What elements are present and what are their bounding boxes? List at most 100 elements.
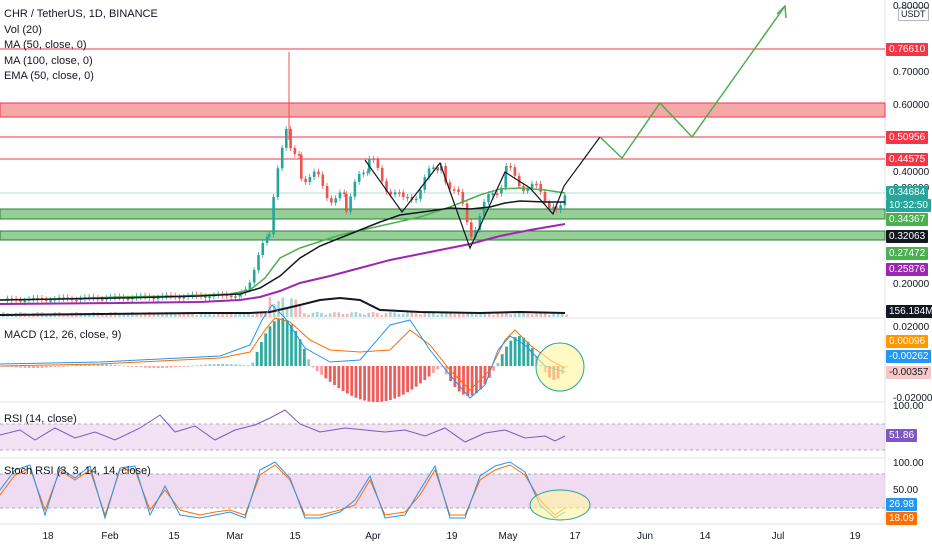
volume-bar [303,313,306,317]
candle [100,299,104,301]
macd-histogram-bar [178,366,182,367]
support-zone-032[interactable] [0,230,886,241]
candle [389,191,393,195]
volume-bar [513,313,517,317]
resistance-zone-060[interactable] [0,102,886,118]
macd-histogram-bar [131,366,134,367]
volume-bar [268,297,272,317]
macd-histogram-bar [470,366,474,396]
volume-bar [161,313,164,317]
macd-histogram-bar [242,365,246,366]
macd-histogram-bar [62,366,65,367]
candle [559,205,562,211]
projection-arrow[interactable] [599,5,786,160]
macd-histogram-bar [260,342,263,366]
price-axis-label: 0.40000 [893,167,930,178]
ma100-line[interactable] [0,200,565,301]
candle [543,191,547,203]
stoch-axis-label: 100.00 [893,458,924,469]
macd-histogram-bar [307,359,311,366]
macd-histogram-bar [436,366,440,370]
macd-histogram-bar [234,364,237,366]
support-zone-034[interactable] [0,208,886,220]
candle [470,222,473,237]
macd-tag-line: -0.00262 [886,350,932,363]
volume-bar [277,300,280,317]
indicator-ma50[interactable]: MA (50, close, 0) [4,39,87,51]
macd-histogram-bar [530,348,534,366]
ema50-line[interactable] [0,223,566,305]
price-tag-ma100: 0.32063 [886,230,929,243]
candle [261,242,265,255]
candle [280,147,284,169]
candle [432,167,435,169]
volume-bar [393,312,396,317]
indicator-ma100[interactable]: MA (100, close, 0) [4,55,93,67]
macd-histogram-bar [281,318,285,366]
macd-label[interactable]: MACD (12, 26, close, 9) [4,329,122,341]
volume-bar [475,314,478,317]
time-axis-label: Jul [771,531,785,542]
volume-bar [285,307,289,317]
rsi-label[interactable]: RSI (14, close) [4,413,77,425]
stoch-label[interactable]: Stoch RSI (3, 3, 14, 14, close) [4,465,151,477]
candle [23,300,27,303]
time-axis-label: Feb [101,531,119,542]
macd-signal-line [0,317,566,391]
macd-histogram-bar [376,366,379,402]
volume-bar [229,313,233,317]
candle [362,172,365,175]
macd-axis-label: 0.02000 [893,322,930,333]
volume-bar [315,312,319,317]
time-axis-label: 18 [42,531,54,542]
candle [402,192,405,198]
candle [385,181,388,192]
volume-bar [307,314,310,317]
stoch-tag-d: 18.09 [886,512,918,525]
macd-histogram-bar [397,366,401,397]
countdown-timer: 10:32:50 [886,199,931,212]
candle [238,294,242,297]
macd-histogram-bar [32,366,35,368]
macd-highlight-circle[interactable] [535,342,585,392]
price-axis-label: 0.70000 [893,67,930,78]
volume-bar [500,312,504,317]
volume-bar [195,314,199,317]
indicator-ema50[interactable]: EMA (50, close, 0) [4,70,94,82]
candle [289,128,292,149]
macd-histogram-bar [255,351,259,366]
candlestick-series[interactable] [6,52,567,306]
ma50-line[interactable] [0,187,566,301]
volume-bar [530,314,534,317]
macd-histogram-bar [83,364,87,366]
macd-histogram-bar [363,366,366,401]
volume-bar [122,314,125,317]
time-axis-label: 15 [289,531,301,542]
macd-histogram-bar [174,366,177,368]
macd-histogram-bar [40,366,44,368]
macd-histogram-bar [487,366,491,378]
volume-bar [148,312,151,317]
volume-bar [324,314,328,317]
macd-histogram-bar [298,339,302,366]
volume-ma-line [0,296,566,316]
macd-histogram-bar [23,366,27,368]
currency-button[interactable]: USDT [898,7,929,21]
macd-histogram-bar [165,366,169,368]
volume-bar [358,313,362,317]
macd-histogram-bar [27,366,31,368]
rsi-line[interactable] [0,409,566,443]
pattern-drawing[interactable] [364,136,601,250]
stoch-highlight-ellipse[interactable] [529,489,591,521]
volume-bar [552,312,555,317]
symbol-title[interactable]: CHR / TetherUS, 1D, BINANCE [4,8,158,20]
volume-bar [526,313,530,317]
candle [293,148,297,155]
price-tag-resistance: 0.50956 [886,131,929,144]
candle [317,171,320,175]
macd-histogram-bar [70,365,74,367]
volume-bar [225,312,229,317]
macd-histogram-bar [251,362,255,366]
indicator-vol[interactable]: Vol (20) [4,24,42,36]
